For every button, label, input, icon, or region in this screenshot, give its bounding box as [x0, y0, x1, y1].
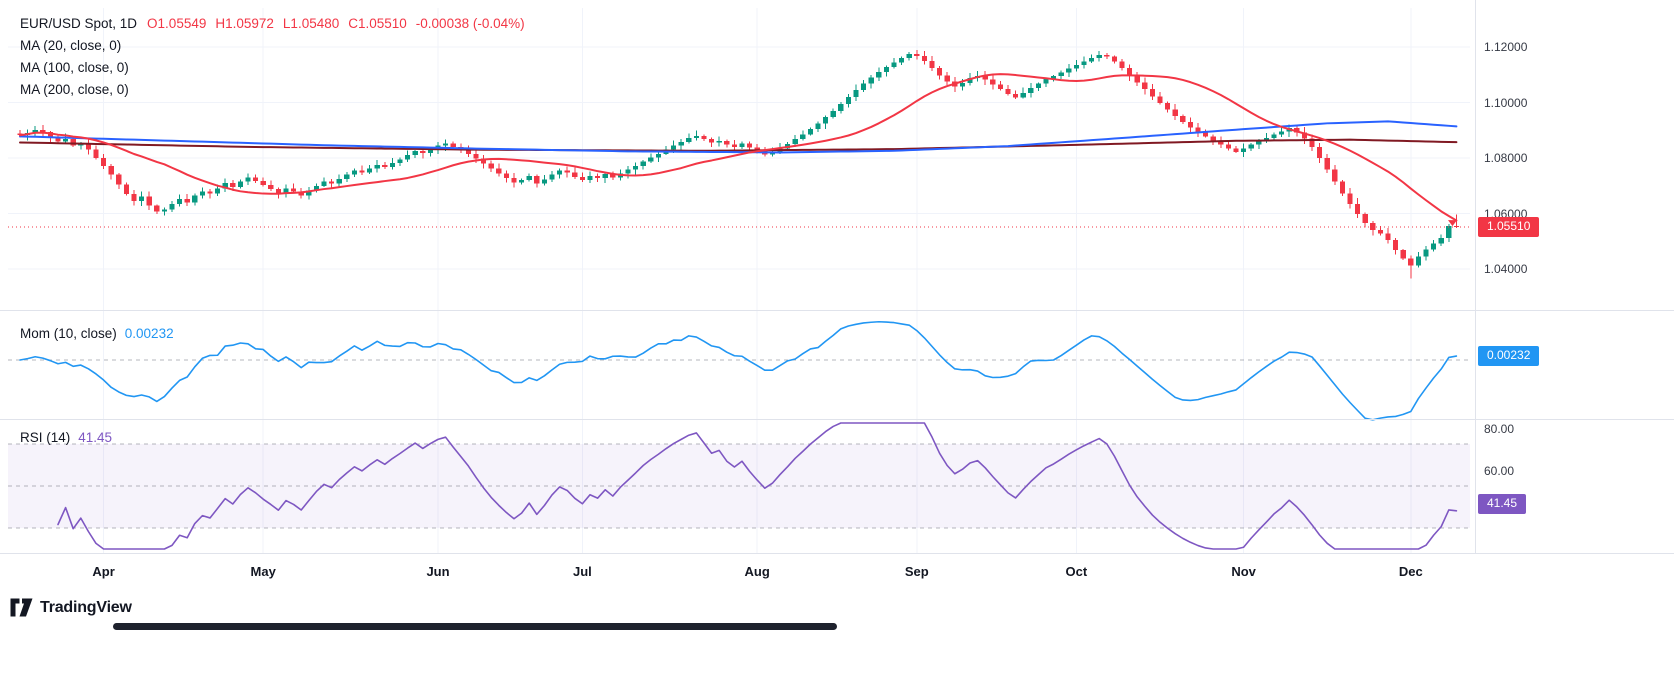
last-price-badge: 1.05510	[1478, 217, 1540, 238]
legend: EUR/USD Spot, 1D O1.05549 H1.05972 L1.05480…	[20, 13, 534, 101]
close-value: C1.05510	[348, 16, 407, 31]
change-value: -0.00038 (-0.04%)	[415, 16, 525, 31]
rsi-axis-label: 80.00	[1484, 422, 1515, 436]
time-axis-label-jun: Jun	[426, 564, 450, 579]
open-value: O1.05549	[147, 16, 207, 31]
momentum-legend[interactable]: Mom (10, close) 0.00232	[20, 326, 174, 341]
rsi-label: RSI (14)	[20, 430, 71, 445]
symbol-title[interactable]: EUR/USD Spot, 1D	[20, 16, 138, 31]
price-axis-label: 1.06000	[1484, 206, 1528, 221]
ma200-legend[interactable]: MA (200, close, 0)	[20, 82, 129, 97]
low-value: L1.05480	[282, 16, 340, 31]
price-axis-label: 1.08000	[1484, 151, 1528, 165]
momentum-label: Mom (10, close)	[20, 326, 117, 341]
rsi-value: 41.45	[78, 430, 113, 445]
horizontal-scrollbar[interactable]	[113, 623, 837, 630]
rsi-legend[interactable]: RSI (14) 41.45	[20, 430, 112, 445]
price-axis-label: 1.04000	[1484, 262, 1528, 276]
rsi-value-badge: 41.45	[1478, 493, 1527, 514]
momentum-value: 0.00232	[124, 326, 174, 341]
ma20-legend[interactable]: MA (20, close, 0)	[20, 38, 122, 53]
time-axis-label-apr: Apr	[92, 564, 115, 579]
tradingview-logo-icon	[10, 598, 33, 617]
time-axis-label-may: May	[250, 564, 276, 579]
time-axis-label-dec: Dec	[1398, 564, 1423, 579]
time-axis-label-aug: Aug	[744, 564, 770, 579]
high-value: H1.05972	[215, 16, 274, 31]
ohlc-readout: O1.05549 H1.05972 L1.05480 C1.05510 -0.00038…	[147, 16, 534, 31]
ma100-legend[interactable]: MA (100, close, 0)	[20, 60, 129, 75]
time-axis[interactable]: Apr May Jun Jul Aug Sep Oct Nov Dec	[0, 556, 1674, 584]
title-row: EUR/USD Spot, 1D O1.05549 H1.05972 L1.05480…	[20, 13, 534, 35]
tradingview-logo-text: TradingView	[40, 598, 132, 616]
price-axis-label: 1.12000	[1484, 40, 1528, 54]
time-axis-label-nov: Nov	[1231, 564, 1256, 579]
momentum-value-badge: 0.00232	[1478, 346, 1540, 367]
time-axis-label-jul: Jul	[572, 564, 592, 579]
price-axis[interactable]: 1.12000 1.10000 1.08000 1.06000 1.04000 80.00…	[1480, 0, 1670, 556]
price-axis-label: 1.10000	[1484, 95, 1528, 110]
time-axis-label-oct: Oct	[1065, 564, 1088, 579]
time-axis-label-sep: Sep	[904, 564, 929, 579]
rsi-axis-label: 60.00	[1484, 464, 1515, 478]
tradingview-logo[interactable]: TradingView	[10, 598, 132, 617]
